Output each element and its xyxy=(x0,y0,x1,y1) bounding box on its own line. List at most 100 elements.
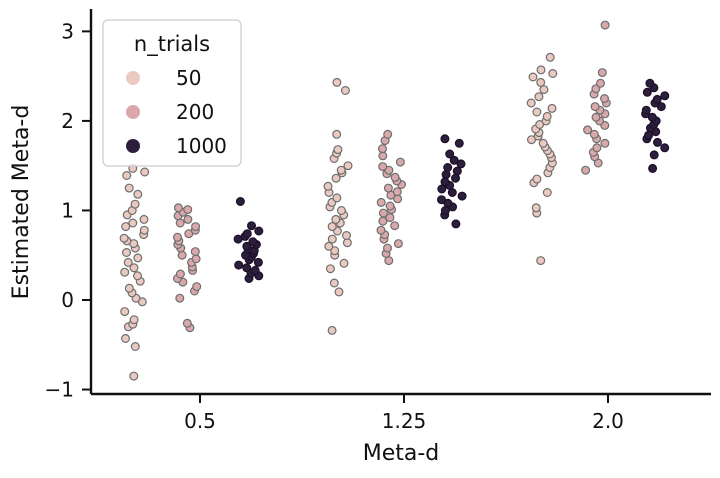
data-point xyxy=(330,246,340,256)
data-point xyxy=(390,172,400,182)
data-point xyxy=(124,283,134,293)
data-point xyxy=(124,183,134,193)
data-point xyxy=(532,174,542,184)
data-point xyxy=(395,157,405,167)
data-point xyxy=(378,162,388,172)
data-point xyxy=(342,238,352,248)
legend-title: n_trials xyxy=(134,32,210,57)
data-point xyxy=(452,166,462,176)
data-point xyxy=(652,137,662,147)
data-point xyxy=(331,214,341,224)
data-point xyxy=(329,278,339,288)
data-point xyxy=(451,219,461,229)
data-point xyxy=(332,77,342,87)
data-point xyxy=(334,287,344,297)
data-point xyxy=(597,68,607,78)
legend-marker xyxy=(126,139,140,153)
data-point xyxy=(191,222,201,232)
data-point xyxy=(660,143,670,153)
data-point xyxy=(340,85,350,95)
data-point xyxy=(600,138,610,148)
y-tick-label: 2 xyxy=(61,109,74,133)
data-point xyxy=(528,72,538,82)
data-point xyxy=(324,241,334,251)
legend-items: 50 200 1000 xyxy=(126,66,227,158)
data-point xyxy=(129,315,139,325)
x-ticks: 0.5 1.25 2.0 xyxy=(184,394,624,433)
data-point xyxy=(327,325,337,335)
data-point xyxy=(333,145,343,155)
data-point xyxy=(121,248,131,258)
data-point xyxy=(173,232,183,242)
y-ticks: −1 0 1 2 3 xyxy=(45,19,91,402)
data-point xyxy=(547,103,557,113)
data-point xyxy=(129,263,139,273)
data-point xyxy=(120,307,130,317)
data-point xyxy=(190,247,200,257)
data-point xyxy=(121,222,131,232)
data-point xyxy=(191,254,201,264)
data-point xyxy=(339,258,349,268)
data-point xyxy=(536,77,546,87)
data-point xyxy=(139,214,149,224)
data-point xyxy=(133,189,143,199)
data-point xyxy=(133,253,143,263)
data-point xyxy=(393,239,403,249)
data-point xyxy=(539,85,549,95)
data-point xyxy=(332,193,342,203)
data-point xyxy=(445,149,455,159)
data-point xyxy=(437,195,447,205)
data-point xyxy=(592,143,602,153)
data-point xyxy=(437,184,447,194)
data-point xyxy=(242,241,252,251)
data-point xyxy=(175,218,185,228)
legend-frame xyxy=(102,19,242,167)
y-tick-label: 1 xyxy=(61,198,74,222)
data-point xyxy=(440,177,450,187)
data-point xyxy=(545,52,555,62)
data-point xyxy=(323,181,333,191)
data-point xyxy=(248,237,258,247)
data-point xyxy=(642,87,652,97)
x-tick-label: 2.0 xyxy=(592,409,624,433)
data-point xyxy=(385,201,395,211)
data-point xyxy=(133,271,143,281)
data-point xyxy=(325,264,335,274)
data-point xyxy=(443,163,453,173)
legend-label: 1000 xyxy=(176,134,227,158)
data-point xyxy=(526,98,536,108)
data-point xyxy=(392,187,402,197)
data-point xyxy=(457,191,467,201)
data-point xyxy=(531,203,541,213)
data-point xyxy=(119,233,129,243)
y-axis-label: Estimated Meta-d xyxy=(9,105,34,300)
data-point xyxy=(342,231,352,241)
data-point xyxy=(247,221,257,231)
data-point xyxy=(183,214,193,224)
data-point xyxy=(128,218,138,228)
data-point xyxy=(600,20,610,30)
data-point xyxy=(336,165,346,175)
data-point xyxy=(649,150,659,160)
data-point xyxy=(130,342,140,352)
data-point xyxy=(182,318,192,328)
x-tick-label: 0.5 xyxy=(184,409,216,433)
legend-label: 50 xyxy=(176,66,201,90)
x-axis-label: Meta-d xyxy=(363,441,440,466)
data-point xyxy=(378,208,388,218)
data-point xyxy=(331,173,341,183)
data-point xyxy=(590,102,600,112)
data-point xyxy=(120,267,130,277)
data-point xyxy=(599,93,609,103)
data-point xyxy=(589,129,599,139)
data-points xyxy=(119,20,670,381)
data-point xyxy=(383,183,393,193)
data-point xyxy=(641,105,651,115)
data-point xyxy=(192,282,202,292)
data-point xyxy=(327,222,337,232)
data-point xyxy=(645,78,655,88)
x-tick-label: 1.25 xyxy=(382,409,427,433)
data-point xyxy=(242,263,252,273)
data-point xyxy=(336,206,346,216)
data-point xyxy=(595,78,605,88)
